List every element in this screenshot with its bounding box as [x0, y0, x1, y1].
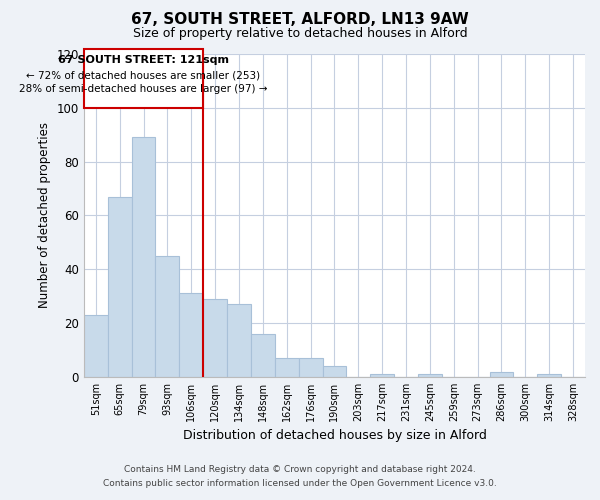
Bar: [131, 138, 155, 377]
Bar: [323, 366, 346, 377]
Bar: [227, 304, 251, 377]
Text: Contains HM Land Registry data © Crown copyright and database right 2024.
Contai: Contains HM Land Registry data © Crown c…: [103, 466, 497, 487]
Bar: [108, 196, 131, 377]
X-axis label: Distribution of detached houses by size in Alford: Distribution of detached houses by size …: [182, 430, 487, 442]
Bar: [299, 358, 323, 377]
Y-axis label: Number of detached properties: Number of detached properties: [38, 122, 51, 308]
Bar: [155, 256, 179, 377]
Bar: [275, 358, 299, 377]
Bar: [179, 294, 203, 377]
Text: Size of property relative to detached houses in Alford: Size of property relative to detached ho…: [133, 28, 467, 40]
Text: 67 SOUTH STREET: 121sqm: 67 SOUTH STREET: 121sqm: [58, 56, 229, 66]
FancyBboxPatch shape: [84, 48, 203, 108]
Bar: [203, 299, 227, 377]
Bar: [370, 374, 394, 377]
Text: 28% of semi-detached houses are larger (97) →: 28% of semi-detached houses are larger (…: [19, 84, 268, 94]
Bar: [251, 334, 275, 377]
Text: ← 72% of detached houses are smaller (253): ← 72% of detached houses are smaller (25…: [26, 70, 260, 80]
Bar: [490, 372, 514, 377]
Bar: [84, 315, 108, 377]
Text: 67, SOUTH STREET, ALFORD, LN13 9AW: 67, SOUTH STREET, ALFORD, LN13 9AW: [131, 12, 469, 28]
Bar: [537, 374, 561, 377]
Bar: [418, 374, 442, 377]
